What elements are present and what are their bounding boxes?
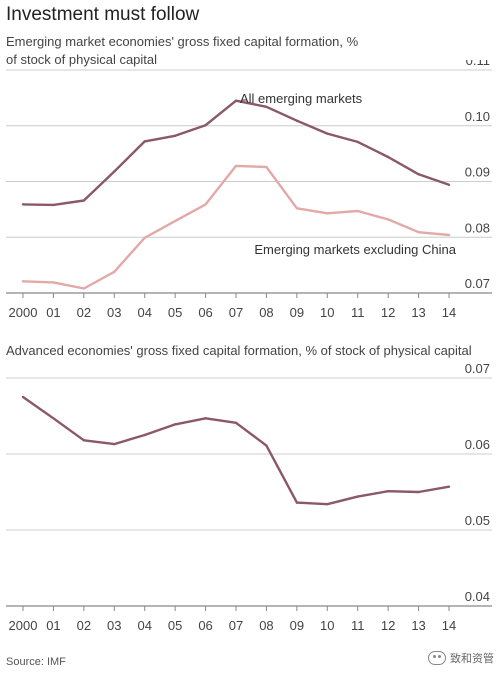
series-line <box>22 99 450 207</box>
data-point <box>326 212 329 215</box>
data-point <box>82 199 86 202</box>
chart-title: Investment must follow <box>6 4 200 25</box>
top-line-chart: 0.07 0.08 0.09 0.10 0.11 2000 01 02 03 04 05 06 07 08… <box>6 60 492 320</box>
y-tick-label: 0.08 <box>465 220 490 235</box>
source-note: Source: IMF <box>6 656 66 668</box>
bottom-chart-subtitle: Advanced economies' gross fixed capital … <box>6 343 472 358</box>
data-point <box>113 270 116 274</box>
x-tick-label: 01 <box>46 618 60 633</box>
x-tick-label: 06 <box>198 618 212 633</box>
x-tick-label: 03 <box>107 305 121 320</box>
data-point <box>52 203 55 207</box>
data-point <box>356 495 359 498</box>
series-line <box>22 396 450 506</box>
data-point <box>52 281 55 284</box>
x-tick-label: 10 <box>320 305 334 320</box>
data-point <box>143 433 146 437</box>
data-point <box>447 485 451 488</box>
y-tick-label: 0.07 <box>465 276 490 291</box>
data-point <box>52 417 55 420</box>
data-point <box>21 280 25 283</box>
y-tick-label: 0.04 <box>465 589 490 604</box>
data-point <box>113 170 116 173</box>
data-point <box>143 140 146 143</box>
y-tick-label: 0.11 <box>466 60 490 68</box>
data-point <box>326 132 329 135</box>
watermark-text: 致和资管 <box>450 653 494 665</box>
x-tick-label: 07 <box>229 618 243 633</box>
data-point <box>295 501 299 504</box>
x-tick-label: 09 <box>290 305 304 320</box>
x-tick-label: 11 <box>351 305 365 320</box>
x-tick-label: 13 <box>411 305 425 320</box>
data-point <box>234 164 238 168</box>
data-point <box>356 140 359 144</box>
y-tick-label: 0.10 <box>465 109 490 124</box>
data-point <box>326 502 329 506</box>
data-point <box>356 209 359 213</box>
x-tick-label: 11 <box>351 618 365 633</box>
x-tick-label: 13 <box>411 618 425 633</box>
y-tick-label: 0.05 <box>465 513 490 528</box>
data-point <box>417 173 420 176</box>
data-point <box>265 444 268 447</box>
data-point <box>386 490 390 493</box>
data-point <box>295 207 299 210</box>
series-label: Emerging markets excluding China <box>254 242 456 257</box>
data-point <box>447 183 451 187</box>
x-tick-label: 12 <box>381 305 395 320</box>
data-point <box>295 119 299 122</box>
y-tick-label: 0.09 <box>465 165 490 180</box>
x-tick-label: 08 <box>259 305 273 320</box>
data-point <box>82 287 86 290</box>
chat-bubble-icon <box>428 651 446 665</box>
x-tick-label: 03 <box>107 618 121 633</box>
data-point <box>113 442 116 446</box>
x-tick-label: 02 <box>77 618 91 633</box>
data-point <box>143 236 146 240</box>
x-tick-label: 06 <box>198 305 212 320</box>
x-tick-label: 2000 <box>9 618 38 633</box>
data-point <box>265 105 268 108</box>
x-tick-label: 05 <box>168 305 182 320</box>
x-tick-label: 01 <box>46 305 60 320</box>
data-point <box>417 490 420 494</box>
x-tick-label: 2000 <box>9 305 38 320</box>
x-tick-label: 08 <box>259 618 273 633</box>
series-line <box>22 164 450 290</box>
data-point <box>234 99 238 102</box>
x-tick-label: 07 <box>229 305 243 320</box>
data-point <box>447 233 451 237</box>
x-tick-label: 12 <box>381 618 395 633</box>
data-point <box>173 134 177 137</box>
data-point <box>204 417 207 420</box>
data-point <box>204 123 207 127</box>
data-point <box>173 219 177 223</box>
data-point <box>21 395 25 399</box>
y-tick-label: 0.07 <box>465 361 490 376</box>
data-point <box>386 218 390 221</box>
series-label: All emerging markets <box>240 91 363 106</box>
data-point <box>417 231 420 234</box>
y-tick-label: 0.06 <box>465 437 490 452</box>
top-chart-subtitle: Emerging market economies' gross fixed c… <box>6 34 359 67</box>
data-point <box>173 423 177 426</box>
bottom-line-chart: 0.04 0.05 0.06 0.07 2000 01 02 03 04 05 06 07 08 09 10… <box>6 361 492 633</box>
x-tick-label: 14 <box>442 618 456 633</box>
data-point <box>204 203 207 206</box>
x-tick-label: 10 <box>320 618 334 633</box>
x-tick-label: 04 <box>137 305 151 320</box>
data-point <box>82 439 86 442</box>
x-tick-label: 02 <box>77 305 91 320</box>
data-point <box>21 203 25 206</box>
data-point <box>234 421 238 425</box>
x-tick-label: 14 <box>442 305 456 320</box>
data-point <box>386 155 390 159</box>
x-tick-label: 05 <box>168 618 182 633</box>
watermark: 致和资管 <box>428 650 494 666</box>
x-tick-label: 04 <box>137 618 151 633</box>
data-point <box>265 165 268 169</box>
x-tick-label: 09 <box>290 618 304 633</box>
